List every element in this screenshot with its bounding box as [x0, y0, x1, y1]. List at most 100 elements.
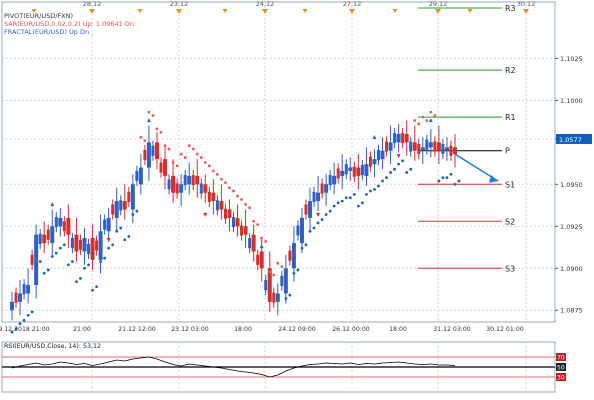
sar-up-dot — [332, 204, 336, 208]
time-axis-label: 26.12 00:00 — [332, 326, 370, 333]
session-marker-icon — [222, 9, 228, 13]
candle-body — [159, 162, 163, 173]
price-tick-label: 1.0950 — [560, 181, 583, 189]
time-axis-label: 24.12 09:00 — [278, 326, 316, 333]
candle-body — [436, 142, 441, 151]
sar-up-dot — [369, 189, 372, 193]
date-marker-icon — [349, 9, 355, 14]
time-axis-label: 30.12 01:00 — [486, 326, 524, 333]
sar-up-dot — [308, 229, 312, 233]
sar-up-dot — [320, 218, 324, 221]
date-marker-icon — [435, 9, 441, 14]
candle-body — [232, 217, 235, 228]
candle-body — [122, 201, 127, 210]
candle-body — [259, 251, 264, 269]
candle-body — [38, 233, 42, 244]
price-tick-label: 1.1000 — [560, 97, 583, 105]
sar-down-dot — [147, 110, 151, 114]
sar-down-dot — [421, 115, 425, 119]
candle-body — [409, 141, 413, 152]
indicator-legend-text: FRACTAL(EUR/USD) Up Dn — [4, 28, 89, 36]
sar-up-dot — [453, 182, 457, 186]
sar-up-dot — [71, 260, 74, 263]
fractal-up-icon — [372, 134, 377, 139]
fractal-down-icon — [203, 212, 208, 217]
time-axis-label: 23.12 03:00 — [171, 326, 209, 333]
candle-body — [308, 201, 313, 218]
candle-body — [243, 226, 248, 235]
date-marker-icon — [262, 9, 268, 14]
sar-up-dot — [393, 167, 396, 171]
candle-body — [42, 234, 47, 244]
candle-body — [199, 183, 203, 194]
current-price-tag — [556, 133, 592, 144]
top-date-label: 23.12 — [170, 0, 189, 8]
sar-down-dot — [260, 236, 264, 240]
sar-down-dot — [179, 152, 183, 156]
candle-body — [453, 147, 457, 155]
candle-body — [401, 133, 405, 144]
candle-body — [187, 175, 192, 185]
sar-up-dot — [304, 243, 308, 247]
sar-up-dot — [10, 330, 14, 334]
date-marker-icon — [176, 9, 182, 14]
rsi-level-label: 50 — [557, 365, 565, 372]
sar-up-dot — [405, 171, 409, 174]
time-axis-label: 31.12 03:00 — [433, 326, 471, 333]
sar-up-dot — [87, 263, 90, 267]
candle-body — [404, 133, 409, 143]
candle-body — [143, 149, 147, 160]
pivot-level-label: R3 — [505, 4, 516, 13]
sar-up-dot — [292, 271, 296, 275]
candle-body — [364, 164, 369, 176]
candle-body — [304, 204, 308, 215]
candle-body — [106, 217, 111, 232]
candle-body — [324, 184, 329, 193]
candle-body — [320, 183, 324, 194]
indicator-legend-text: PIVOT(EUR/USD/FXN) — [4, 12, 73, 20]
sar-up-dot — [18, 322, 22, 326]
candle-body — [227, 209, 232, 218]
rsi-title: RSI(EUR/USD,Close, 14): 53,12 — [4, 343, 101, 350]
candle-body — [34, 234, 39, 286]
session-marker-icon — [392, 9, 398, 13]
sar-up-dot — [83, 266, 86, 270]
sar-up-dot — [58, 246, 62, 250]
sar-up-dot — [50, 255, 54, 258]
candle-body — [154, 142, 159, 160]
sar-down-dot — [276, 261, 280, 265]
candle-body — [380, 150, 385, 160]
candle-body — [291, 243, 296, 269]
candle-body — [203, 184, 208, 193]
sar-up-dot — [26, 313, 30, 317]
candle-body — [372, 159, 377, 165]
candle-body — [183, 175, 187, 186]
candle-body — [393, 133, 397, 144]
sar-down-dot — [425, 119, 429, 122]
candle-body — [26, 285, 31, 294]
candle-body — [50, 226, 55, 244]
session-marker-icon — [302, 9, 308, 13]
sar-down-dot — [248, 206, 252, 210]
candle-body — [215, 200, 219, 211]
forecast-arrow-icon — [489, 174, 498, 183]
candle-body — [10, 301, 14, 311]
fractal-up-icon — [428, 118, 433, 123]
candle-body — [111, 204, 115, 215]
rsi-line — [11, 356, 456, 378]
sar-up-dot — [381, 179, 384, 183]
sar-down-dot — [159, 130, 163, 134]
candle-body — [62, 221, 66, 232]
candle-body — [175, 183, 179, 194]
candle-body — [433, 141, 437, 152]
sar-up-dot — [38, 260, 42, 263]
candle-body — [151, 145, 155, 156]
top-date-label: 30.12 — [517, 0, 536, 8]
indicator-legend-text: SAR(EUR/USD,0.02,0.2) Up: 1.09641 Dn: — [4, 20, 136, 28]
candle-body — [352, 166, 356, 177]
candle-body — [240, 225, 244, 236]
sar-up-dot — [373, 187, 376, 191]
pivot-level-label: S2 — [505, 217, 515, 226]
current-price-label: 1.0577 — [559, 136, 582, 144]
